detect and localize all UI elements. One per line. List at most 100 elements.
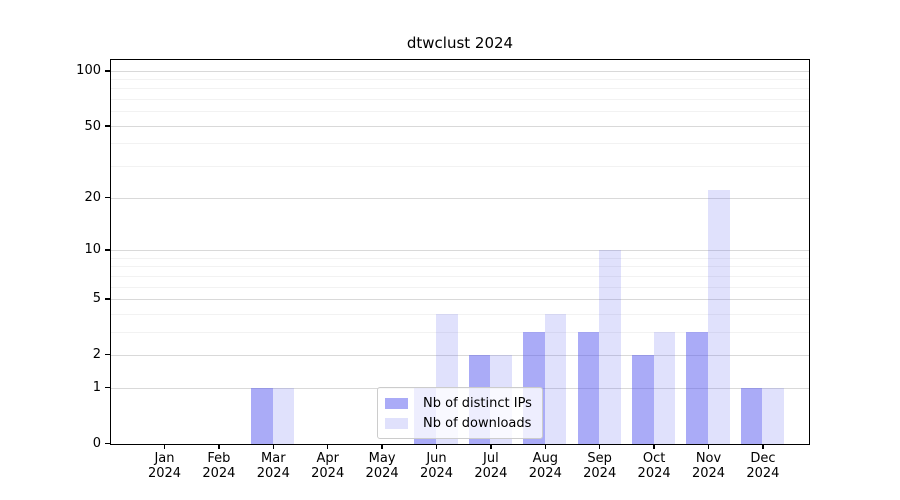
y-tick-mark <box>104 70 110 72</box>
y-tick-label: 50 <box>84 118 101 134</box>
y-tick-label: 2 <box>92 347 101 363</box>
x-tick-label: Feb 2024 <box>189 451 249 482</box>
x-tick-month: May <box>368 450 396 466</box>
x-tick-mark <box>762 444 764 449</box>
x-tick-year: 2024 <box>365 466 399 481</box>
x-tick-mark <box>599 444 601 449</box>
minor-gridline <box>111 166 809 168</box>
plot-area: Nb of distinct IPs Nb of downloads <box>110 59 810 445</box>
y-tick-mark <box>104 249 110 251</box>
x-tick-year: 2024 <box>256 466 290 481</box>
x-tick-label: May 2024 <box>352 451 412 482</box>
minor-gridline <box>111 257 809 259</box>
x-tick-month: Dec <box>750 450 776 466</box>
minor-gridline <box>111 111 809 113</box>
x-tick-year: 2024 <box>147 466 182 481</box>
y-tick-mark <box>104 386 110 389</box>
x-tick-mark <box>707 444 710 449</box>
y-tick-mark <box>104 298 110 300</box>
x-tick-month: Apr <box>316 450 339 466</box>
minor-gridline <box>111 275 809 277</box>
y-tick-mark <box>104 125 110 127</box>
x-tick-label: Aug 2024 <box>515 451 575 482</box>
y-tick-label: 10 <box>84 242 101 258</box>
y-tick-label: 100 <box>76 63 101 79</box>
x-tick-label: Apr 2024 <box>298 451 358 482</box>
bar-downloads <box>599 249 621 444</box>
x-tick-month: Mar <box>261 450 286 466</box>
x-tick-label: Jul 2024 <box>461 451 521 482</box>
legend-label: Nb of downloads <box>423 415 532 431</box>
x-tick-mark <box>218 444 220 449</box>
x-tick-month: Nov <box>695 450 722 466</box>
x-tick-mark <box>272 444 274 449</box>
bar-downloads <box>544 313 567 444</box>
bar-downloads <box>762 387 785 444</box>
x-tick-mark <box>435 444 438 449</box>
x-tick-label: Sep 2024 <box>570 451 630 482</box>
x-tick-year: 2024 <box>691 466 726 481</box>
x-tick-label: Dec 2024 <box>733 451 793 482</box>
minor-gridline <box>111 143 809 145</box>
minor-gridline <box>111 266 809 268</box>
x-tick-year: 2024 <box>583 466 617 481</box>
x-tick-month: Jun <box>426 450 447 466</box>
minor-gridline <box>111 78 809 80</box>
x-tick-label: Nov 2024 <box>679 451 739 482</box>
bar-distinct-ips <box>631 355 654 444</box>
x-tick-year: 2024 <box>746 466 780 481</box>
major-gridline <box>111 70 809 72</box>
x-tick-month: Jul <box>483 450 499 466</box>
x-tick-label: Jun 2024 <box>407 451 467 482</box>
x-tick-month: Feb <box>207 450 231 466</box>
bar-distinct-ips <box>740 387 763 444</box>
x-tick-year: 2024 <box>474 466 508 481</box>
y-tick-label: 20 <box>84 190 101 206</box>
bar-distinct-ips <box>251 387 273 444</box>
minor-gridline <box>111 99 809 101</box>
y-tick-mark <box>104 354 110 356</box>
y-tick-label: 1 <box>92 380 101 396</box>
x-tick-mark <box>653 444 655 449</box>
x-tick-mark <box>544 444 546 449</box>
x-tick-year: 2024 <box>419 466 454 481</box>
x-tick-year: 2024 <box>637 466 671 481</box>
x-tick-mark <box>163 444 166 449</box>
major-gridline <box>111 355 809 357</box>
x-tick-year: 2024 <box>311 466 345 481</box>
y-tick-label: 0 <box>92 436 101 451</box>
bar-distinct-ips <box>686 331 708 444</box>
legend-row: Nb of distinct IPs <box>385 393 534 413</box>
minor-gridline <box>111 286 809 288</box>
bar-distinct-ips <box>577 331 600 444</box>
x-tick-label: Mar 2024 <box>243 451 303 482</box>
minor-gridline <box>111 88 809 90</box>
x-tick-year: 2024 <box>528 466 562 481</box>
legend-label: Nb of distinct IPs <box>423 395 532 411</box>
major-gridline <box>111 249 809 251</box>
legend-row: Nb of downloads <box>385 413 534 433</box>
x-tick-label: Jan 2024 <box>135 451 195 482</box>
x-tick-month: Aug <box>532 450 558 466</box>
bar-downloads <box>708 190 730 444</box>
legend-swatch-downloads <box>385 417 408 429</box>
x-tick-label: Oct 2024 <box>624 451 684 482</box>
x-tick-mark <box>490 444 492 449</box>
bar-downloads <box>653 331 676 444</box>
major-gridline <box>111 197 809 199</box>
y-tick-mark <box>104 197 110 199</box>
minor-gridline <box>111 313 809 315</box>
major-gridline <box>111 125 809 127</box>
legend-swatch-distinct-ips <box>385 397 408 409</box>
x-tick-month: Oct <box>642 450 666 466</box>
legend: Nb of distinct IPs Nb of downloads <box>377 387 543 439</box>
x-tick-month: Jan <box>154 450 175 466</box>
chart-title: dtwclust 2024 <box>406 34 514 52</box>
minor-gridline <box>111 331 809 333</box>
bar-downloads <box>272 387 295 444</box>
major-gridline <box>111 298 809 300</box>
x-tick-month: Sep <box>587 450 612 466</box>
x-tick-year: 2024 <box>202 466 236 481</box>
x-tick-mark <box>381 444 383 449</box>
